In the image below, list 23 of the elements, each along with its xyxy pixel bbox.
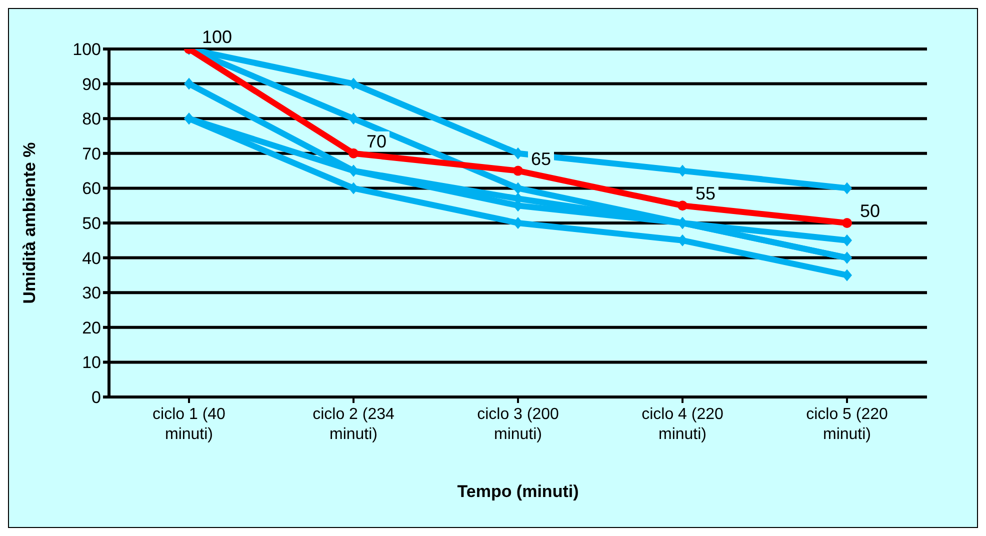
y-tick-label: 30 <box>82 284 101 303</box>
x-tick-label: ciclo 3 (200 minuti) <box>477 406 560 443</box>
y-tick-label: 90 <box>82 74 101 94</box>
y-tick-label: 0 <box>92 388 101 408</box>
data-label: 100 <box>202 27 232 47</box>
data-label: 65 <box>531 148 552 169</box>
y-tick-label: 60 <box>82 179 101 198</box>
y-tick-label: 20 <box>82 318 101 338</box>
y-tick-label: 40 <box>82 248 101 268</box>
x-tick-label: ciclo 1 (40 minuti) <box>152 406 226 443</box>
y-tick-label: 10 <box>82 353 101 372</box>
data-label: 70 <box>366 131 387 152</box>
x-axis-title: Tempo (minuti) <box>457 482 579 501</box>
x-tick-label: ciclo 5 (220 minuti) <box>806 406 888 443</box>
y-tick-label: 100 <box>72 40 101 60</box>
y-axis-title: Umidità ambiente % <box>20 142 40 304</box>
x-tick-label: ciclo 4 (220 minuti) <box>642 406 724 443</box>
y-tick-label: 50 <box>82 214 101 234</box>
y-tick-label: 80 <box>82 110 101 129</box>
data-label: 50 <box>860 201 880 221</box>
x-tick-label: ciclo 2 (234 minuti) <box>312 406 395 443</box>
y-tick-label: 70 <box>82 144 101 164</box>
data-label: 55 <box>696 184 716 204</box>
